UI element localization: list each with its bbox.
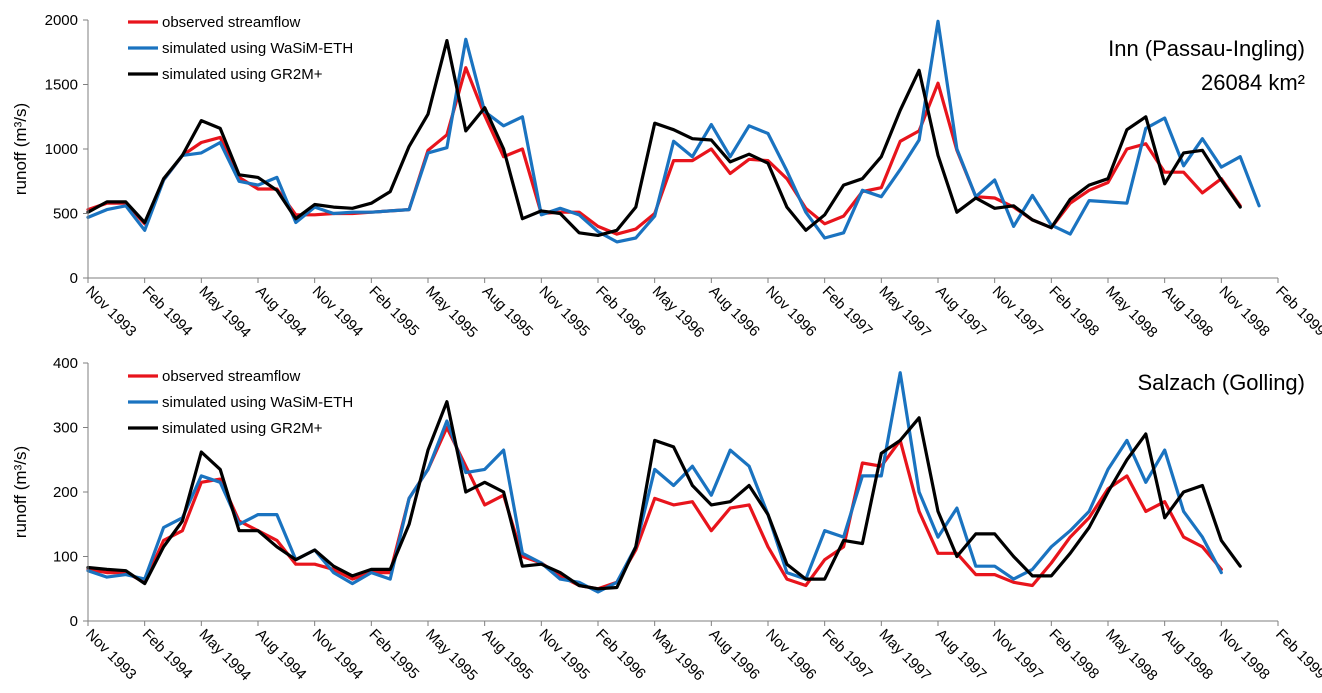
plot-lines-salzach <box>86 371 1242 594</box>
x-tick-label: Nov 1997 <box>989 283 1046 340</box>
y-axis-title-inn: runoff (m³/s) <box>11 103 30 195</box>
y-axis-title-salzach: runoff (m³/s) <box>11 446 30 538</box>
panel-title-inn: Inn (Passau-Ingling) <box>1108 36 1305 61</box>
y-tick-label: 1500 <box>45 77 78 94</box>
series-line-observed <box>86 66 1242 236</box>
y-tick-label: 0 <box>70 613 78 630</box>
y-tick-label: 0 <box>70 270 78 287</box>
x-tick-label: Feb 1994 <box>139 626 196 683</box>
x-tick-label: Feb 1996 <box>592 283 649 340</box>
x-tick-label: May 1996 <box>649 283 708 342</box>
x-tick-label: May 1997 <box>876 283 935 342</box>
x-tick-label: Feb 1997 <box>819 283 876 340</box>
series-line-gr2m <box>86 400 1242 591</box>
x-tick-label: Feb 1998 <box>1046 626 1103 683</box>
x-tick-label: Feb 1996 <box>592 626 649 683</box>
x-tick-label: Nov 1998 <box>1216 626 1273 683</box>
x-tick-label: May 1995 <box>422 283 481 342</box>
legend-label: simulated using WaSiM-ETH <box>162 40 353 57</box>
y-ticks-salzach: 0 100 200 300 400 <box>53 355 88 630</box>
x-tick-label: Nov 1995 <box>536 283 593 340</box>
x-tick-label: May 1998 <box>1102 626 1161 685</box>
x-tick-label: May 1998 <box>1102 283 1161 342</box>
x-tick-label: Aug 1996 <box>706 626 763 683</box>
x-tick-label: Nov 1996 <box>762 626 819 683</box>
panel-title-salzach: Salzach (Golling) <box>1137 370 1305 395</box>
series-line-gr2m <box>86 38 1242 237</box>
x-tick-label: Feb 1995 <box>366 283 423 340</box>
x-tick-label: May 1994 <box>196 626 255 685</box>
x-tick-label: Nov 1998 <box>1216 283 1273 340</box>
x-tick-label: Feb 1997 <box>819 626 876 683</box>
x-tick-label: Aug 1997 <box>932 283 989 340</box>
x-tick-label: May 1995 <box>422 626 481 685</box>
legend-inn: observed streamflow simulated using WaSiM… <box>128 14 353 83</box>
x-tick-label: Aug 1994 <box>252 626 309 683</box>
x-tick-label: Aug 1996 <box>706 283 763 340</box>
x-tick-label: Nov 1997 <box>989 626 1046 683</box>
x-tick-label: Nov 1994 <box>309 626 366 683</box>
x-tick-label: May 1996 <box>649 626 708 685</box>
y-ticks-inn: 0 500 1000 1500 2000 <box>45 12 88 287</box>
x-tick-label: Nov 1993 <box>82 626 139 683</box>
x-tick-label: Aug 1995 <box>479 283 536 340</box>
series-line-wasim <box>86 19 1261 244</box>
y-tick-label: 100 <box>53 549 78 566</box>
legend-label: simulated using GR2M+ <box>162 420 323 437</box>
series-line-wasim <box>86 371 1223 594</box>
plot-lines-inn <box>86 19 1261 244</box>
x-tick-label: Feb 1998 <box>1046 283 1103 340</box>
x-tick-label: Feb 1994 <box>139 283 196 340</box>
y-tick-label: 2000 <box>45 12 78 29</box>
x-tick-label: Nov 1993 <box>82 283 139 340</box>
x-tick-label: Aug 1998 <box>1159 283 1216 340</box>
x-tick-label: Nov 1996 <box>762 283 819 340</box>
x-tick-label: Feb 1999 <box>1272 283 1322 340</box>
y-tick-label: 200 <box>53 484 78 501</box>
legend-label: observed streamflow <box>162 368 301 385</box>
catchment-area-inn: 26084 km² <box>1201 70 1305 95</box>
x-tick-label: May 1994 <box>196 283 255 342</box>
x-tick-label: Aug 1998 <box>1159 626 1216 683</box>
x-tick-label: Aug 1994 <box>252 283 309 340</box>
y-tick-label: 500 <box>53 206 78 223</box>
legend-label: simulated using WaSiM-ETH <box>162 394 353 411</box>
y-tick-label: 1000 <box>45 141 78 158</box>
x-tick-label: Aug 1997 <box>932 626 989 683</box>
x-tick-label: Feb 1995 <box>366 626 423 683</box>
legend-label: observed streamflow <box>162 14 301 31</box>
y-tick-label: 300 <box>53 420 78 437</box>
x-tick-label: Feb 1999 <box>1272 626 1322 683</box>
y-tick-label: 400 <box>53 355 78 372</box>
legend-salzach: observed streamflow simulated using WaSiM… <box>128 368 353 437</box>
x-tick-label: Nov 1994 <box>309 283 366 340</box>
series-line-observed <box>86 425 1223 591</box>
legend-label: simulated using GR2M+ <box>162 66 323 83</box>
x-tick-label: May 1997 <box>876 626 935 685</box>
x-tick-label: Nov 1995 <box>536 626 593 683</box>
x-tick-label: Aug 1995 <box>479 626 536 683</box>
